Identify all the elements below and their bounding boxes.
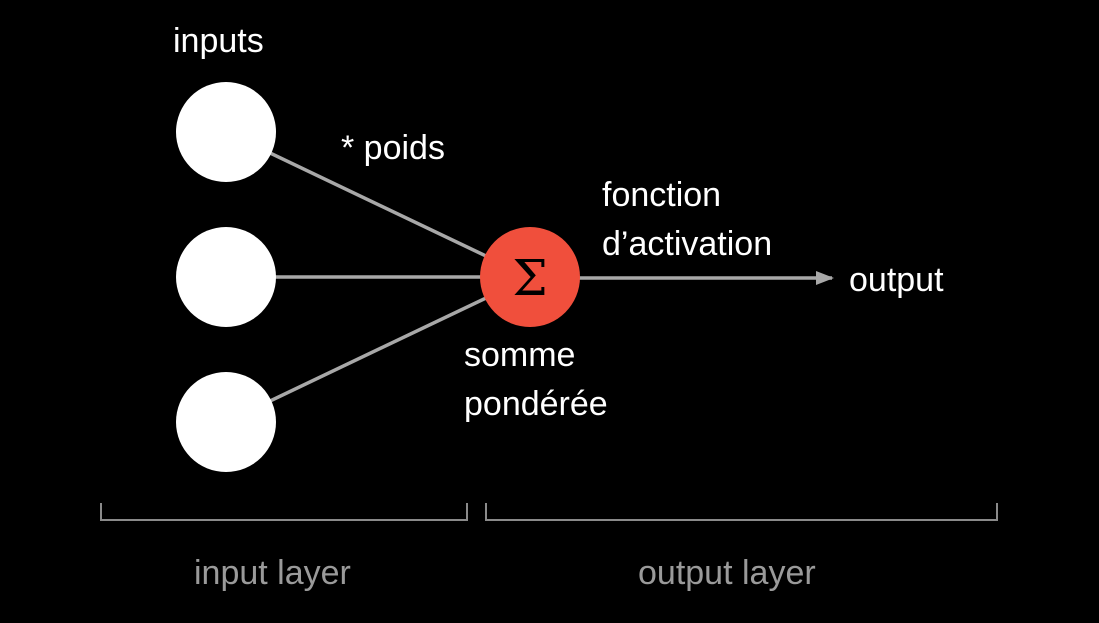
inputs-label: inputs: [173, 22, 264, 60]
input-node-1: [176, 82, 276, 182]
input-layer-label: input layer: [194, 554, 351, 592]
edge-input-3-to-sum: [225, 275, 531, 424]
weights-label: * poids: [341, 129, 445, 167]
output-layer-label: output layer: [638, 554, 816, 592]
input-node-3: [176, 372, 276, 472]
sum-node: [480, 227, 580, 327]
sum-symbol: Σ: [512, 249, 547, 307]
sum-label-line2: pondérée: [464, 385, 608, 423]
input-node-2: [176, 227, 276, 327]
activation-label-line1: fonction: [602, 176, 722, 214]
activation-label-line2: d’activation: [602, 225, 773, 263]
input-layer-bracket: [100, 503, 468, 521]
sum-label-line1: somme: [464, 336, 576, 374]
edge-input-1-to-sum: [225, 130, 531, 279]
output-label: output: [849, 261, 944, 299]
output-layer-bracket: [485, 503, 998, 521]
